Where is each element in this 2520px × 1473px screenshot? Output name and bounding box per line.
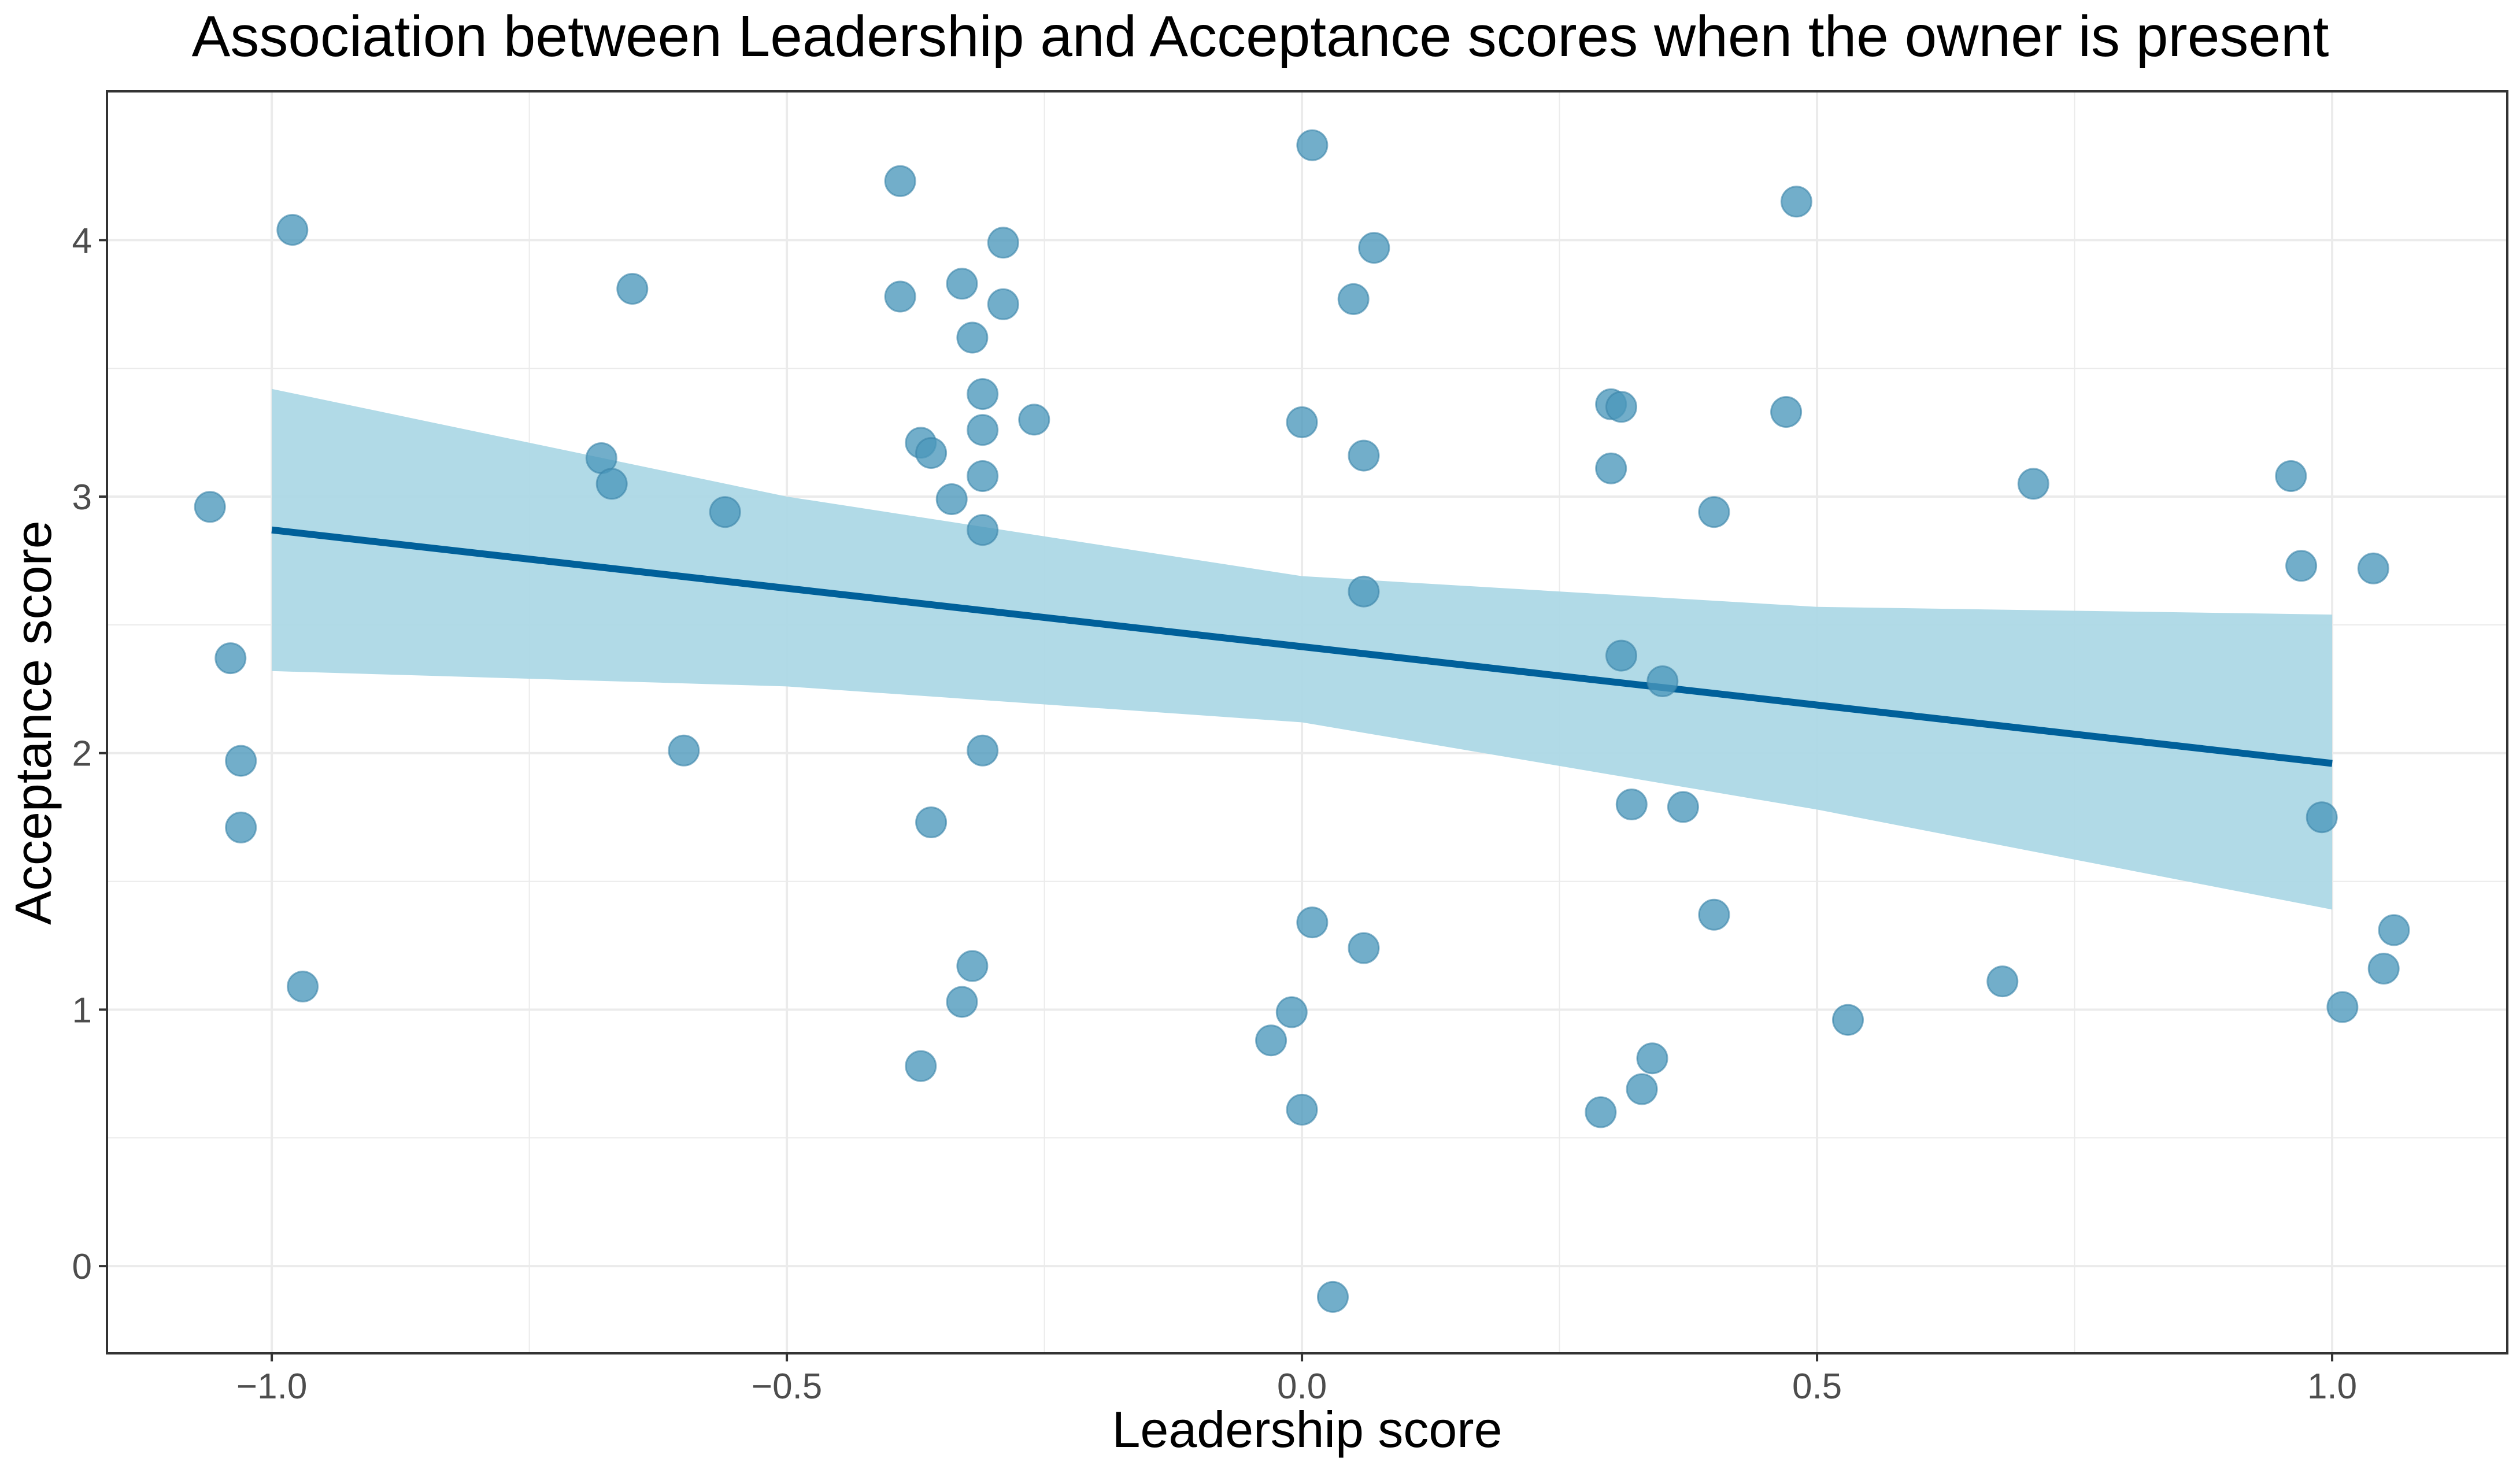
scatter-point bbox=[1770, 396, 1803, 428]
x-tick-label: −1.0 bbox=[236, 1367, 307, 1407]
scatter-point bbox=[1296, 129, 1329, 161]
scatter-point bbox=[616, 273, 649, 305]
scatter-point bbox=[915, 806, 948, 838]
scatter-point bbox=[1626, 1073, 1658, 1105]
scatter-point bbox=[595, 468, 628, 500]
scatter-point bbox=[668, 734, 700, 767]
scatter-point bbox=[2357, 552, 2389, 584]
y-tick-label: 0 bbox=[72, 1247, 92, 1287]
scatter-point bbox=[1667, 791, 1699, 823]
scatter-point bbox=[987, 288, 1019, 320]
scatter-point bbox=[1780, 186, 1812, 218]
scatter-point bbox=[1698, 898, 1730, 931]
scatter-point bbox=[1832, 1004, 1864, 1036]
scatter-point bbox=[2378, 914, 2410, 946]
scatter-point bbox=[214, 642, 247, 675]
scatter-point bbox=[1286, 1094, 1318, 1126]
regression-line bbox=[271, 526, 2333, 767]
scatter-points bbox=[194, 129, 2410, 1313]
scatter-point bbox=[1348, 439, 1380, 472]
scatter-point bbox=[2285, 550, 2318, 582]
scatter-point bbox=[2367, 953, 2400, 985]
x-tick-label: 0.5 bbox=[1792, 1367, 1842, 1407]
scatter-point bbox=[884, 280, 916, 313]
scatter-point bbox=[1646, 665, 1679, 697]
scatter-point bbox=[1286, 406, 1318, 438]
scatter-point bbox=[1317, 1280, 1349, 1313]
scatter-point bbox=[2326, 991, 2359, 1023]
scatter-point bbox=[194, 491, 226, 523]
x-tick-label: 0.0 bbox=[1277, 1367, 1327, 1407]
scatter-point bbox=[1255, 1024, 1287, 1057]
scatter-point bbox=[709, 496, 741, 528]
axis-ticks: −1.0 −0.5 0.0 0.5 1.0 0 1 2 3 4 bbox=[72, 221, 2358, 1407]
scatter-point bbox=[1986, 965, 2019, 998]
panel-border bbox=[106, 90, 2508, 1354]
scatter-point bbox=[1585, 1096, 1617, 1128]
scatter-point bbox=[1296, 906, 1329, 939]
x-tick-label: −0.5 bbox=[752, 1367, 822, 1407]
y-axis-title: Acceptance score bbox=[5, 520, 62, 925]
scatter-point bbox=[1358, 232, 1390, 264]
scatter-point bbox=[967, 378, 999, 410]
scatter-point bbox=[2306, 801, 2338, 834]
scatter-point bbox=[946, 268, 978, 300]
scatter-point bbox=[1337, 283, 1370, 315]
scatter-point bbox=[1615, 789, 1648, 820]
x-tick-label: 1.0 bbox=[2307, 1367, 2357, 1407]
scatter-point bbox=[956, 321, 989, 354]
y-tick-label: 3 bbox=[72, 478, 92, 517]
scatter-point bbox=[287, 971, 319, 1002]
y-tick-label: 2 bbox=[72, 734, 92, 774]
scatter-point bbox=[967, 514, 999, 546]
scatter-point bbox=[946, 986, 978, 1018]
scatter-point bbox=[1698, 496, 1730, 528]
scatter-point bbox=[884, 165, 916, 197]
scatter-point bbox=[1605, 391, 1637, 423]
scatter-point bbox=[225, 745, 257, 777]
scatter-point bbox=[276, 214, 309, 246]
x-axis-title: Leadership score bbox=[1112, 1401, 1502, 1458]
scatter-point bbox=[2017, 468, 2049, 500]
y-tick-label: 1 bbox=[72, 990, 92, 1030]
scatter-point bbox=[905, 1050, 937, 1082]
scatter-point bbox=[1348, 575, 1380, 608]
scatter-point bbox=[1018, 404, 1050, 436]
scatter-point bbox=[1636, 1042, 1668, 1075]
scatter-point bbox=[1595, 452, 1627, 484]
scatter-point bbox=[2275, 460, 2307, 492]
regression-line-layer bbox=[271, 526, 2333, 767]
scatter-point bbox=[967, 734, 999, 767]
scatter-point bbox=[1605, 639, 1637, 672]
scatter-point bbox=[967, 460, 999, 492]
scatter-point bbox=[935, 483, 968, 515]
chart-title: Association between Leadership and Accep… bbox=[192, 4, 2329, 69]
scatter-point bbox=[915, 437, 948, 469]
scatter-point bbox=[225, 811, 257, 843]
scatter-point bbox=[956, 950, 989, 982]
scatter-point bbox=[1348, 932, 1380, 964]
y-tick-label: 4 bbox=[72, 221, 92, 261]
scatter-point bbox=[967, 414, 999, 446]
scatter-point bbox=[987, 227, 1019, 259]
scatter-point bbox=[1275, 996, 1308, 1028]
